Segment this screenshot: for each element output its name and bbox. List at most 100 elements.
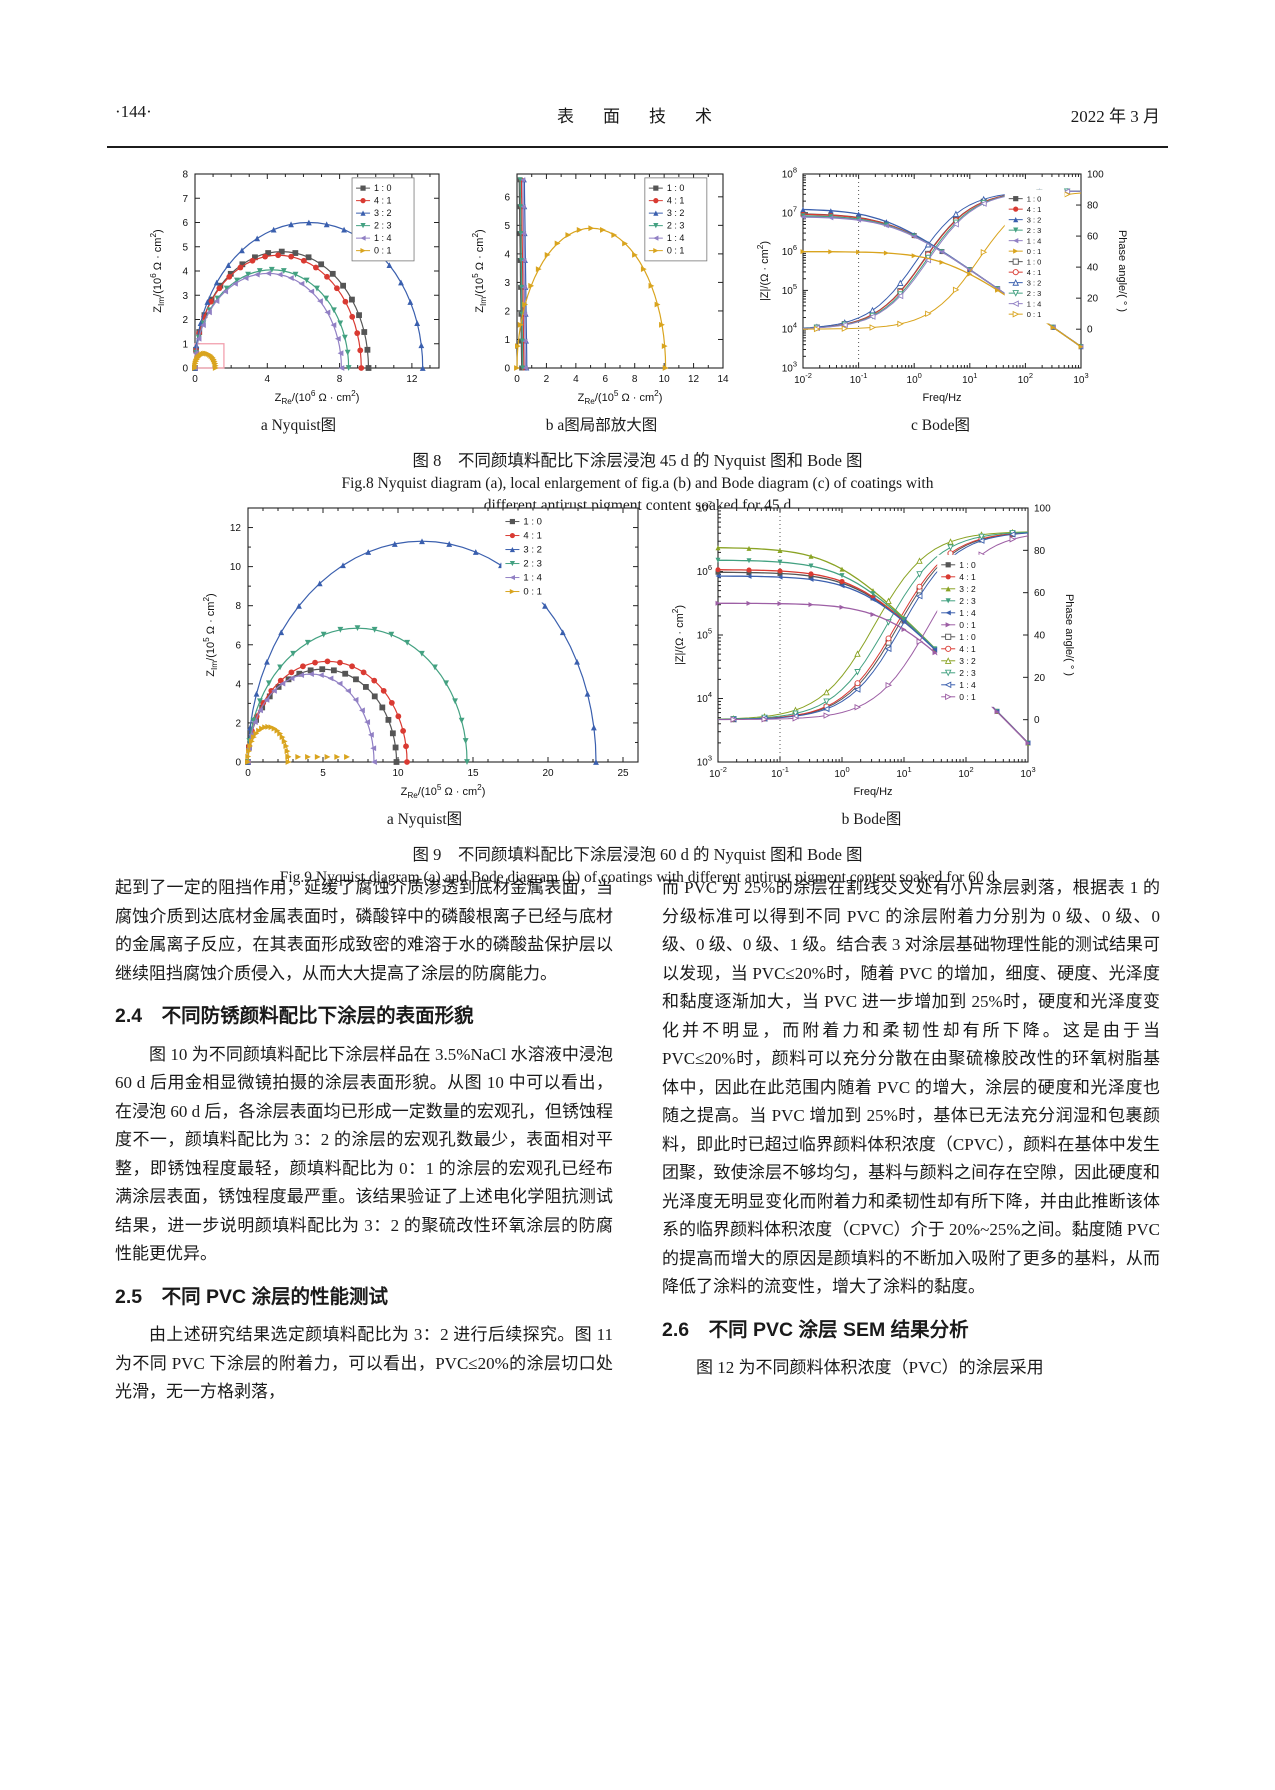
header-rule <box>107 146 1168 148</box>
svg-text:12: 12 <box>688 374 700 385</box>
fig8c-sublabel: c Bode图 <box>911 417 970 434</box>
svg-text:2 : 3: 2 : 3 <box>1026 226 1041 235</box>
svg-text:80: 80 <box>1087 201 1099 212</box>
svg-text:2 : 3: 2 : 3 <box>959 596 976 606</box>
svg-text:1 : 0: 1 : 0 <box>1026 195 1041 204</box>
figure-8a-cell: 0 4 8 12 0 1 2 3 4 5 6 7 8 ZRe/(106 Ω · cm2) ZIm/(106 … <box>149 166 449 435</box>
svg-text:107: 107 <box>696 500 711 515</box>
svg-text:103: 103 <box>1073 371 1088 386</box>
svg-text:10: 10 <box>229 562 241 573</box>
svg-text:ZRe/(105 Ω · cm2): ZRe/(105 Ω · cm2) <box>400 783 485 800</box>
section-heading: 2.5 不同 PVC 涂层的性能测试 <box>115 1285 389 1308</box>
svg-text:6: 6 <box>504 192 510 203</box>
body-paragraph: 图 10 为不同颜填料配比下涂层样品在 3.5%NaCl 水溶液中浸泡 60 d… <box>115 1044 613 1264</box>
svg-text:8: 8 <box>631 374 637 385</box>
svg-text:2 : 3: 2 : 3 <box>959 668 976 678</box>
svg-text:3: 3 <box>504 278 510 289</box>
svg-text:4 : 1: 4 : 1 <box>1026 205 1041 214</box>
svg-text:0: 0 <box>235 758 241 769</box>
svg-text:5: 5 <box>320 768 326 779</box>
figure-9: 0 5 10 15 20 25 0 2 4 6 8 10 12 ZRe/(105 Ω · cm2) ZIm/… <box>115 500 1160 887</box>
svg-text:1 : 0: 1 : 0 <box>959 632 976 642</box>
svg-text:2 : 3: 2 : 3 <box>374 221 392 231</box>
right-text-column: 而 PVC 为 25%的涂层在割线交叉处有小片涂层剥落，根据表 1 的分级标准可… <box>662 874 1160 1383</box>
svg-text:3 : 2: 3 : 2 <box>374 208 392 218</box>
svg-text:102: 102 <box>1017 371 1032 386</box>
svg-text:10: 10 <box>658 374 670 385</box>
svg-text:10-1: 10-1 <box>771 765 789 780</box>
svg-text:1: 1 <box>504 335 510 346</box>
svg-text:60: 60 <box>1087 232 1099 243</box>
svg-text:|Z|/(Ω · cm2): |Z|/(Ω · cm2) <box>756 241 771 301</box>
svg-text:0 : 1: 0 : 1 <box>1026 247 1041 256</box>
svg-text:2 : 3: 2 : 3 <box>666 221 684 231</box>
svg-text:1 : 4: 1 : 4 <box>1026 237 1041 246</box>
section-heading: 2.4 不同防锈颜料配比下涂层的表面形貌 <box>115 1005 474 1027</box>
fig8b-sublabel: b a图局部放大图 <box>545 417 658 434</box>
fig9b-bode-chart: 10-2 10-1 100 101 102 103 103 104 105 106 107 0 20 40… <box>670 500 1075 805</box>
svg-text:1 : 4: 1 : 4 <box>666 233 684 243</box>
svg-text:4 : 1: 4 : 1 <box>959 644 976 654</box>
svg-text:10: 10 <box>392 768 404 779</box>
figure-9-charts: 0 5 10 15 20 25 0 2 4 6 8 10 12 ZRe/(105 Ω · cm2) ZIm/… <box>115 500 1160 829</box>
fig9a-sublabel: a Nyquist图 <box>386 811 463 828</box>
svg-text:4 : 1: 4 : 1 <box>374 196 392 206</box>
svg-text:ZRe/(105 Ω · cm2): ZRe/(105 Ω · cm2) <box>577 389 662 406</box>
svg-text:60: 60 <box>1034 588 1046 599</box>
svg-text:15: 15 <box>467 768 479 779</box>
svg-text:2: 2 <box>504 306 510 317</box>
svg-text:1 : 4: 1 : 4 <box>959 680 976 690</box>
svg-text:7: 7 <box>182 194 188 205</box>
svg-text:2: 2 <box>235 718 241 729</box>
svg-text:8: 8 <box>235 601 241 612</box>
svg-text:|Z|/(Ω · cm2): |Z|/(Ω · cm2) <box>671 605 686 665</box>
svg-text:20: 20 <box>542 768 554 779</box>
svg-text:Freq/Hz: Freq/Hz <box>922 392 961 404</box>
svg-text:1 : 0: 1 : 0 <box>959 560 976 570</box>
svg-text:0: 0 <box>192 374 198 385</box>
svg-text:1 : 4: 1 : 4 <box>374 233 392 243</box>
svg-text:40: 40 <box>1034 631 1046 642</box>
svg-text:4: 4 <box>573 374 579 385</box>
svg-text:6: 6 <box>235 640 241 651</box>
fig9b-sublabel: b Bode图 <box>841 811 902 828</box>
svg-text:0: 0 <box>1034 715 1040 726</box>
svg-text:102: 102 <box>958 765 973 780</box>
svg-text:4: 4 <box>264 374 270 385</box>
svg-text:100: 100 <box>1034 504 1051 515</box>
figure-8b-cell: 0 2 4 6 8 10 12 14 0 1 2 3 4 5 6 ZRe/(105 Ω · cm2) ZIm/(… <box>471 166 733 435</box>
svg-text:25: 25 <box>617 768 629 779</box>
svg-text:100: 100 <box>1087 170 1104 181</box>
svg-text:3 : 2: 3 : 2 <box>666 208 684 218</box>
fig8-caption-zh: 图 8 不同颜填料配比下涂层浸泡 45 d 的 Nyquist 图和 Bode … <box>412 451 863 470</box>
svg-text:ZRe/(106 Ω · cm2): ZRe/(106 Ω · cm2) <box>274 389 359 406</box>
svg-text:ZIm/(106 Ω · cm2): ZIm/(106 Ω · cm2) <box>149 229 166 312</box>
svg-text:2: 2 <box>182 315 188 326</box>
svg-text:5: 5 <box>182 242 188 253</box>
figure-8c-cell: 10-2 10-1 100 101 102 103 103 104 105 106 107 108 0 2… <box>755 166 1128 435</box>
issue-date: 2022 年 3 月 <box>1070 107 1160 126</box>
svg-text:0: 0 <box>1087 325 1093 336</box>
svg-text:6: 6 <box>182 218 188 229</box>
svg-text:0 : 1: 0 : 1 <box>374 246 392 256</box>
figure-8-charts: 0 4 8 12 0 1 2 3 4 5 6 7 8 ZRe/(106 Ω · cm2) ZIm/(106 … <box>115 166 1160 435</box>
figure-9a-cell: 0 5 10 15 20 25 0 2 4 6 8 10 12 ZRe/(105 Ω · cm2) ZIm/… <box>202 500 648 829</box>
figure-8: 0 4 8 12 0 1 2 3 4 5 6 7 8 ZRe/(106 Ω · cm2) ZIm/(106 … <box>115 166 1160 515</box>
svg-text:12: 12 <box>406 374 418 385</box>
svg-text:0: 0 <box>504 364 510 375</box>
svg-text:0: 0 <box>514 374 520 385</box>
svg-text:6: 6 <box>602 374 608 385</box>
svg-text:0 : 1: 0 : 1 <box>666 246 684 256</box>
svg-text:4: 4 <box>235 679 241 690</box>
svg-text:10-2: 10-2 <box>794 371 812 386</box>
page-header: ·144· 表 面 技 术 2022 年 3 月 <box>115 102 1160 128</box>
svg-text:4 : 1: 4 : 1 <box>666 196 684 206</box>
fig9-caption-en: Fig.9 Nyquist diagram (a) and Bode diagr… <box>279 869 996 886</box>
svg-text:103: 103 <box>696 754 711 769</box>
svg-text:1 : 4: 1 : 4 <box>523 573 542 584</box>
svg-text:105: 105 <box>696 627 711 642</box>
svg-text:4 : 1: 4 : 1 <box>959 572 976 582</box>
svg-text:3 : 2: 3 : 2 <box>959 656 976 666</box>
svg-text:4 : 1: 4 : 1 <box>523 531 542 542</box>
svg-text:0: 0 <box>245 768 251 779</box>
